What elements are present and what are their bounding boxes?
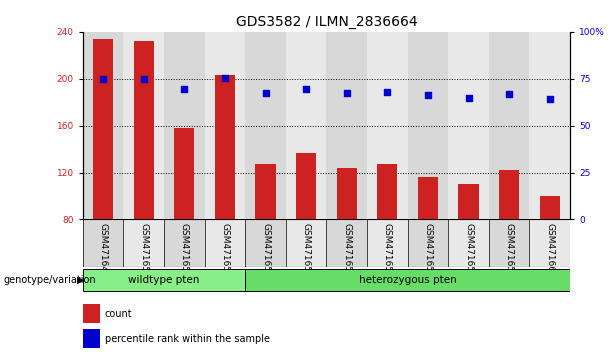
Title: GDS3582 / ILMN_2836664: GDS3582 / ILMN_2836664 <box>235 16 417 29</box>
Text: GSM471648: GSM471648 <box>99 223 107 278</box>
Bar <box>418 177 438 219</box>
Bar <box>459 184 479 219</box>
Bar <box>489 219 530 267</box>
Bar <box>215 75 235 219</box>
Point <box>98 76 108 82</box>
Bar <box>83 304 100 323</box>
Bar <box>245 32 286 219</box>
Bar <box>245 219 286 267</box>
Point <box>383 89 392 95</box>
Point <box>220 75 230 80</box>
FancyBboxPatch shape <box>245 268 570 291</box>
Bar <box>123 219 164 267</box>
Text: percentile rank within the sample: percentile rank within the sample <box>105 333 270 344</box>
Bar <box>83 32 123 219</box>
Bar <box>164 219 205 267</box>
Text: GSM471654: GSM471654 <box>302 223 311 278</box>
Bar <box>530 32 570 219</box>
Point <box>504 91 514 97</box>
Bar <box>164 32 205 219</box>
Point <box>463 95 473 101</box>
Text: GSM471660: GSM471660 <box>546 223 554 278</box>
Text: genotype/variation: genotype/variation <box>3 275 96 285</box>
Text: count: count <box>105 309 132 319</box>
Text: GSM471657: GSM471657 <box>424 223 432 278</box>
Bar <box>174 128 194 219</box>
Bar <box>489 32 530 219</box>
Bar <box>530 219 570 267</box>
Text: ▶: ▶ <box>77 275 85 285</box>
Bar <box>326 32 367 219</box>
Text: wildtype pten: wildtype pten <box>128 275 200 285</box>
Point <box>180 86 189 92</box>
Bar <box>296 153 316 219</box>
Bar <box>123 32 164 219</box>
Text: GSM471655: GSM471655 <box>342 223 351 278</box>
Bar <box>377 164 397 219</box>
Point <box>423 92 433 98</box>
Bar <box>408 32 448 219</box>
Bar <box>539 196 560 219</box>
Bar <box>448 219 489 267</box>
Bar <box>83 219 123 267</box>
Bar <box>205 219 245 267</box>
Bar <box>286 32 326 219</box>
Text: GSM471650: GSM471650 <box>139 223 148 278</box>
Bar <box>93 39 113 219</box>
Bar <box>134 41 154 219</box>
Bar <box>367 219 408 267</box>
Bar <box>499 170 519 219</box>
Bar <box>205 32 245 219</box>
Bar <box>286 219 326 267</box>
Point <box>139 76 148 82</box>
Text: GSM471651: GSM471651 <box>180 223 189 278</box>
Text: heterozygous pten: heterozygous pten <box>359 275 457 285</box>
Bar <box>326 219 367 267</box>
Bar <box>408 219 448 267</box>
Bar <box>448 32 489 219</box>
Text: GSM471652: GSM471652 <box>261 223 270 278</box>
Text: GSM471653: GSM471653 <box>221 223 229 278</box>
FancyBboxPatch shape <box>83 268 245 291</box>
Text: GSM471658: GSM471658 <box>464 223 473 278</box>
Point <box>261 90 270 96</box>
Bar <box>256 164 276 219</box>
Bar <box>337 168 357 219</box>
Point <box>342 90 352 96</box>
Bar <box>367 32 408 219</box>
Point <box>301 86 311 92</box>
Point <box>545 96 555 102</box>
Text: GSM471656: GSM471656 <box>383 223 392 278</box>
Text: GSM471659: GSM471659 <box>504 223 514 278</box>
Bar <box>83 329 100 348</box>
